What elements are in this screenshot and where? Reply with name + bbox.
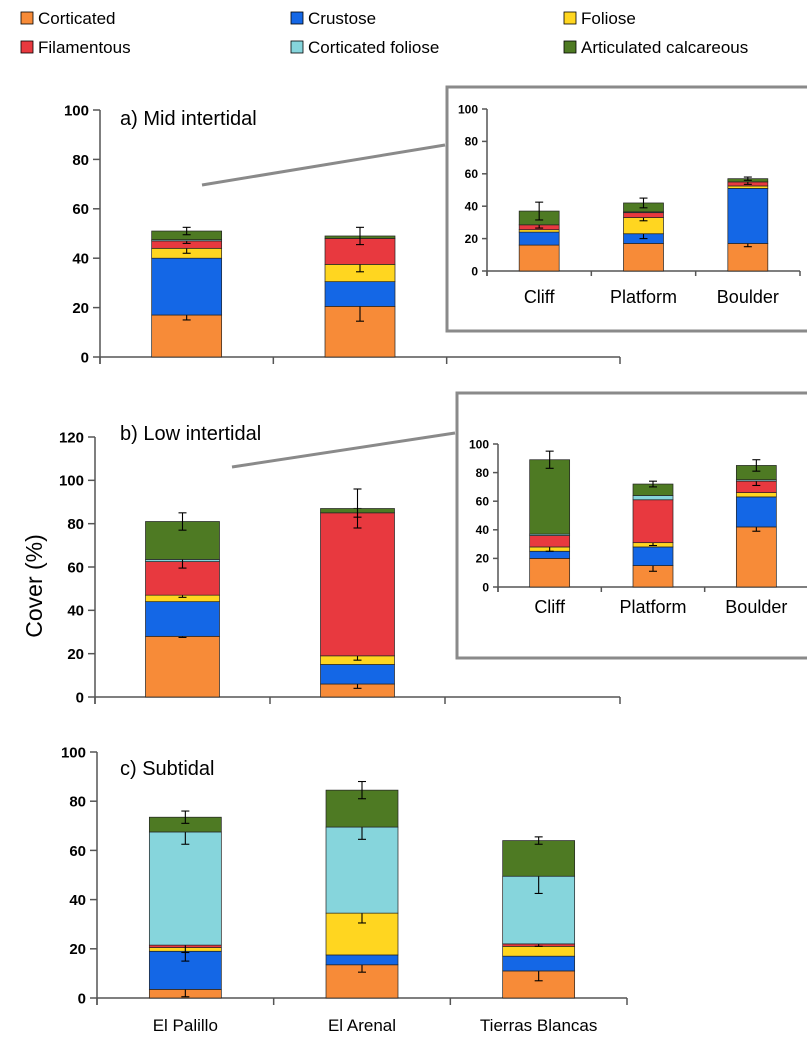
legend-label-crustose: Crustose xyxy=(308,9,376,28)
inset-connector-line xyxy=(201,143,446,187)
y-tick-label: 40 xyxy=(476,523,490,537)
bar-filamentous-platform xyxy=(623,212,664,218)
legend-label-corticated-foliose: Corticated foliose xyxy=(308,38,439,57)
y-tick-label: 40 xyxy=(465,200,479,214)
legend-swatch-crustose xyxy=(290,11,304,25)
x-category-label-cliff: Cliff xyxy=(534,597,566,617)
x-category-label-platform: Platform xyxy=(610,287,677,307)
y-tick-label: 20 xyxy=(69,941,86,958)
legend-swatch-corticated xyxy=(20,11,34,25)
bar-corticated-cliff xyxy=(518,244,560,272)
y-tick-label: 60 xyxy=(72,201,89,218)
bar-crustose-tierras-blancas xyxy=(502,955,576,972)
bar-corticated-platform xyxy=(623,243,664,272)
bar-crustose-platform xyxy=(632,546,674,566)
panel-title: b) Low intertidal xyxy=(120,423,261,445)
legend: Corticated Crustose Foliose Filamentous Cort… xyxy=(20,9,748,57)
y-tick-label: 80 xyxy=(465,135,479,149)
y-tick-label: 60 xyxy=(465,167,479,181)
panel-title: a) Mid intertidal xyxy=(120,108,257,130)
y-tick-label: 120 xyxy=(59,429,84,446)
legend-swatch-corticated-foliose xyxy=(290,40,304,54)
inset-connector-line xyxy=(231,431,456,469)
y-tick-label: 20 xyxy=(72,300,89,317)
legend-label-articulated-calcareous: Articulated calcareous xyxy=(581,38,748,57)
inset-chart: 0 20 40 60 80 100 Cliff Platform Boulder xyxy=(469,437,807,617)
y-tick-label: 100 xyxy=(59,473,84,490)
y-tick-label: 0 xyxy=(81,349,89,366)
bar-corticated-boulder xyxy=(727,243,769,272)
bar-filamentous-platform xyxy=(632,499,674,544)
bar-foliose-cliff xyxy=(518,229,560,233)
x-category-label-boulder: Boulder xyxy=(717,287,779,307)
bar-crustose-el-arenal xyxy=(320,664,395,685)
y-tick-label: 40 xyxy=(69,892,86,909)
legend-label-filamentous: Filamentous xyxy=(38,38,131,57)
y-tick-label: 60 xyxy=(67,559,84,576)
x-category-label-platform: Platform xyxy=(619,597,686,617)
y-tick-label: 0 xyxy=(482,580,489,594)
y-axis-label: Cover (%) xyxy=(21,534,47,638)
y-tick-label: 100 xyxy=(61,744,86,761)
x-category-label-tierras-blancas: Tierras Blancas xyxy=(480,1016,597,1035)
legend-swatch-foliose xyxy=(563,11,577,25)
inset-chart: 0 20 40 60 80 100 Cliff Platform Boulder xyxy=(458,102,801,307)
panel-a-mid-intertidal: 0 20 40 60 80 100 a) Mid intertidal 0 20 40 60 80 10… xyxy=(64,85,807,366)
bar-foliose-boulder xyxy=(735,492,777,498)
bar-corticated-el-palillo xyxy=(151,314,223,358)
bar-corticated-foliose-el-palillo xyxy=(148,831,222,946)
y-tick-label: 100 xyxy=(64,102,89,119)
y-tick-label: 80 xyxy=(72,152,89,169)
y-tick-label: 20 xyxy=(476,552,490,566)
bar-articulated-calcareous-cliff xyxy=(529,459,571,535)
bar-filamentous-cliff xyxy=(529,535,571,548)
y-tick-label: 0 xyxy=(78,990,86,1007)
bar-crustose-boulder xyxy=(727,188,769,244)
bar-crustose-cliff xyxy=(529,550,571,559)
bar-corticated-el-palillo xyxy=(145,635,220,698)
legend-label-corticated: Corticated xyxy=(38,9,115,28)
bar-crustose-el-arenal xyxy=(324,281,396,307)
y-tick-label: 80 xyxy=(476,466,490,480)
bar-crustose-cliff xyxy=(518,231,560,246)
bar-corticated-cliff xyxy=(529,558,571,588)
bar-crustose-el-arenal xyxy=(325,954,399,966)
bar-foliose-boulder xyxy=(727,185,769,189)
y-tick-label: 0 xyxy=(76,689,84,706)
bar-crustose-boulder xyxy=(735,496,777,528)
x-category-label-el-palillo: El Palillo xyxy=(153,1016,218,1035)
bar-foliose-tierras-blancas xyxy=(502,945,576,957)
y-tick-label: 40 xyxy=(67,603,84,620)
y-tick-label: 40 xyxy=(72,251,89,268)
bar-corticated-foliose-platform xyxy=(632,495,674,501)
bar-articulated-calcareous-tierras-blancas xyxy=(502,840,576,877)
legend-swatch-filamentous xyxy=(20,40,34,54)
legend-label-foliose: Foliose xyxy=(581,9,636,28)
x-category-label-cliff: Cliff xyxy=(524,287,556,307)
panel-title: c) Subtidal xyxy=(120,758,215,780)
panels: 0 20 40 60 80 100 a) Mid intertidal 0 20 40 60 80 10… xyxy=(59,85,807,1035)
y-tick-label: 80 xyxy=(67,516,84,533)
bar-filamentous-el-arenal xyxy=(320,512,395,657)
bar-crustose-el-palillo xyxy=(151,257,223,316)
panel-b-low-intertidal: 0 20 40 60 80 100 120 b) Low intertidal 0 20 40 60 8… xyxy=(59,391,807,706)
x-category-label-boulder: Boulder xyxy=(725,597,787,617)
y-tick-label: 100 xyxy=(469,437,489,451)
y-tick-label: 20 xyxy=(67,646,84,663)
y-tick-label: 60 xyxy=(69,843,86,860)
bar-crustose-el-palillo xyxy=(145,601,220,637)
y-tick-label: 80 xyxy=(69,794,86,811)
bar-corticated-foliose-el-arenal xyxy=(325,826,399,914)
y-tick-label: 0 xyxy=(471,264,478,278)
panel-c-subtidal: 0 20 40 60 80 100 El Palillo El Arenal Tierras B… xyxy=(61,744,628,1035)
y-tick-label: 60 xyxy=(476,495,490,509)
bar-corticated-boulder xyxy=(735,526,777,588)
x-category-label-el-arenal: El Arenal xyxy=(328,1016,396,1035)
y-tick-label: 100 xyxy=(458,102,478,116)
legend-swatch-articulated-calcareous xyxy=(563,40,577,54)
y-tick-label: 20 xyxy=(465,232,479,246)
